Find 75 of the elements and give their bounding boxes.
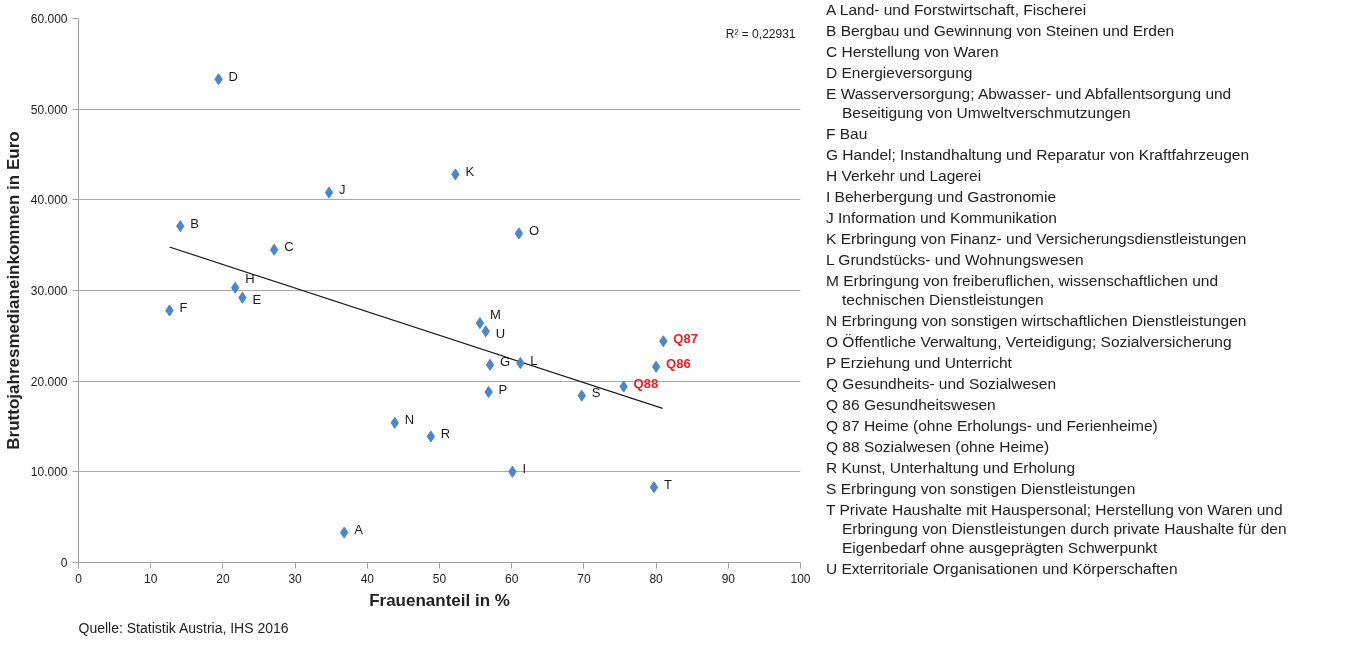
y-axis-title: Bruttojahresmedianeinkommen in Euro: [3, 131, 23, 450]
data-label: I: [522, 461, 527, 477]
data-label: K: [465, 163, 475, 179]
x-tick-label: 20: [216, 571, 230, 586]
x-tick-label: 50: [432, 571, 447, 586]
data-label: M: [489, 306, 501, 322]
text: A Land- und Forstwirtschaft, Fischerei: [826, 0, 1088, 19]
y-tick-label: 0: [60, 556, 68, 570]
data-label: T: [663, 476, 672, 492]
data-label: Q86: [666, 356, 691, 372]
data-label: O: [528, 222, 540, 238]
text: B Bergbau und Gewinnung von Steinen und Erden: [826, 21, 1176, 40]
text: C Herstellung von Waren: [826, 42, 1000, 61]
data-label: H: [245, 271, 255, 287]
text: J Information und Kommunikation: [826, 208, 1058, 227]
data-label: A: [354, 522, 364, 538]
text: R Kunst, Unterhaltung und Erholung: [826, 458, 1077, 477]
data-label: F: [179, 299, 188, 315]
annotation: R² = 0,22931: [725, 26, 796, 41]
text: K Erbringung von Finanz- und Versicherungsdienstleistungen: [826, 229, 1248, 248]
text: T Private Haushalte mit Hauspersonal; Herstellung von Waren und Erbringung von Dienstleistungen durch private Haushalte für den Eigenbedarf ohne ausgeprägten Schwerpunkt: [826, 500, 1288, 557]
data-label: E: [252, 292, 262, 308]
y-tick-label: 40.000: [30, 193, 68, 208]
text: Q Gesundheits- und Sozialwesen: [826, 374, 1058, 393]
text: P Erziehung und Unterricht: [826, 353, 1013, 372]
data-label: C: [284, 239, 294, 255]
point: [651, 360, 661, 373]
text: O Öffentliche Verwaltung, Verteidigung; Sozialversicherung: [826, 332, 1233, 351]
source-note: Quelle: Statistik Austria, IHS 2016: [78, 619, 289, 636]
x-axis-title: Frauenanteil in %: [369, 590, 510, 610]
data-label: U: [495, 325, 506, 341]
text: Q 86 Gesundheitswesen: [826, 395, 997, 414]
x-tick-label: 100: [790, 571, 811, 586]
text: H Verkehr und Lagerei: [826, 166, 983, 185]
x-tick-label: 80: [649, 571, 664, 586]
data-label: Q87: [673, 330, 698, 346]
x-tick-label: 40: [360, 571, 375, 586]
data-label: B: [190, 215, 199, 231]
text: Q 88 Sozialwesen (ohne Heime): [826, 437, 1051, 456]
text: G Handel; Instandhaltung und Reparatur von Kraftfahrzeugen: [826, 145, 1251, 164]
data-label: R: [440, 425, 451, 441]
data-label: P: [498, 381, 508, 397]
y-tick-label: 30.000: [30, 284, 68, 298]
text: D Energieversorgung: [826, 63, 974, 82]
data-label: S: [591, 385, 601, 401]
y-tick-label: 10.000: [30, 465, 68, 480]
point: [514, 227, 524, 240]
data-label: G: [500, 354, 511, 370]
text: F Bau: [826, 124, 869, 143]
text: M Erbringung von freiberuflichen, wissenschaftlichen und technischen Dienstleistungen: [826, 271, 1220, 309]
data-label: J: [339, 182, 346, 198]
text: U Exterritoriale Organisationen und Körperschaften: [826, 559, 1179, 578]
text: I Beherbergung und Gastronomie: [826, 187, 1058, 206]
point: [649, 481, 659, 494]
text: Q 87 Heime (ohne Erholungs- und Ferienheime): [826, 416, 1159, 435]
x-tick-label: 0: [75, 571, 83, 586]
text: N Erbringung von sonstigen wirtschaftlichen Dienstleistungen: [826, 311, 1248, 330]
point: [475, 317, 485, 330]
text: L Grundstücks- und Wohnungswesen: [826, 250, 1085, 269]
y-tick-label: 60.000: [30, 12, 68, 26]
y-tick-label: 20.000: [30, 374, 68, 389]
x-tick-label: 60: [505, 571, 519, 586]
x-tick-label: 70: [577, 571, 591, 586]
x-tick-label: 10: [144, 571, 158, 586]
x-tick-label: 30: [288, 571, 303, 586]
y-tick-label: 50.000: [30, 102, 68, 117]
point: [485, 358, 495, 371]
text: E Wasserversorgung; Abwasser- und Abfallentsorgung und Beseitigung von Umweltverschmutzungen: [826, 84, 1233, 122]
data-label: Q88: [633, 376, 659, 392]
data-label: D: [228, 68, 238, 84]
data-label: L: [530, 352, 538, 368]
x-tick-label: 90: [721, 571, 736, 586]
text: S Erbringung von sonstigen Dienstleistungen: [826, 479, 1137, 498]
point: [324, 186, 334, 199]
data-label: N: [404, 412, 415, 428]
